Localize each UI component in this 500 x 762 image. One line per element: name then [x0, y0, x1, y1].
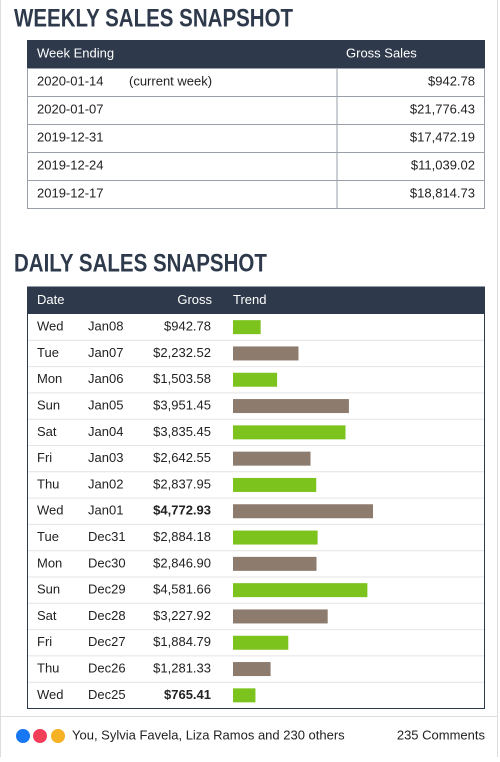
date: Dec29	[88, 582, 126, 597]
date: Dec31	[88, 529, 126, 544]
gross: $2,846.90	[153, 555, 211, 570]
day: Mon	[37, 555, 62, 570]
gross-sales: $17,472.19	[410, 129, 475, 144]
trend-bar	[233, 451, 311, 466]
comments-count[interactable]: 235 Comments	[397, 727, 486, 742]
gross-sales: $18,814.73	[410, 185, 475, 200]
table-row	[27, 180, 485, 209]
gross: $2,642.55	[153, 450, 211, 465]
date: Jan07	[88, 345, 123, 360]
trend-bar	[233, 556, 317, 571]
week-ending: 2020-01-07	[37, 101, 104, 116]
date: Dec28	[88, 608, 126, 623]
table-row	[27, 124, 485, 153]
week-ending: 2019-12-17	[37, 185, 104, 200]
trend-bar	[233, 609, 328, 624]
trend-bar	[233, 425, 346, 440]
weekly-header	[27, 40, 485, 68]
trend-bar	[233, 372, 278, 387]
column-header: Gross Sales	[346, 45, 417, 60]
date: Dec27	[88, 634, 126, 649]
date: Jan03	[88, 450, 123, 465]
day: Thu	[37, 476, 59, 491]
reactions-text[interactable]: You, Sylvia Favela, Liza Ramos and 230 o…	[72, 727, 345, 742]
day: Wed	[37, 687, 64, 702]
date: Jan08	[88, 319, 123, 334]
day: Tue	[37, 529, 59, 544]
date: Jan06	[88, 371, 123, 386]
date: Jan05	[88, 397, 123, 412]
date: Dec26	[88, 660, 126, 675]
date: Dec30	[88, 555, 126, 570]
gross: $1,884.79	[153, 634, 211, 649]
date: Dec25	[88, 687, 126, 702]
trend-bar	[233, 688, 256, 703]
daily-header	[27, 287, 485, 314]
gross: $4,581.66	[153, 582, 211, 597]
weekly-title: WEEKLY SALES SNAPSHOT	[14, 4, 293, 32]
gross: $2,232.52	[153, 345, 211, 360]
trend-bar	[233, 530, 318, 545]
daily-title: DAILY SALES SNAPSHOT	[14, 249, 267, 277]
trend-bar	[233, 504, 373, 519]
column-header: Trend	[233, 292, 266, 307]
gross: $3,951.45	[153, 397, 211, 412]
trend-bar	[233, 320, 261, 335]
day: Sun	[37, 582, 60, 597]
day: Sat	[37, 608, 57, 623]
day: Thu	[37, 660, 59, 675]
column-header: Week Ending	[37, 45, 114, 60]
gross: $2,884.18	[153, 529, 211, 544]
table-row	[27, 96, 485, 125]
gross-sales: $11,039.02	[411, 157, 475, 172]
day: Sun	[37, 397, 60, 412]
gross: $4,772.93	[153, 503, 211, 518]
trend-bar	[233, 399, 349, 414]
date: Jan04	[88, 424, 123, 439]
gross-sales: $942.78	[428, 73, 475, 88]
day: Wed	[37, 319, 64, 334]
trend-bar	[233, 662, 271, 677]
day: Sat	[37, 424, 57, 439]
week-note: (current week)	[129, 73, 212, 88]
week-ending: 2019-12-31	[37, 129, 104, 144]
gross: $942.78	[164, 319, 211, 334]
day: Mon	[37, 371, 62, 386]
day: Fri	[37, 634, 52, 649]
gross: $1,281.33	[153, 660, 211, 675]
day: Tue	[37, 345, 59, 360]
trend-bar	[233, 346, 299, 361]
date: Jan02	[88, 476, 123, 491]
gross: $2,837.95	[153, 476, 211, 491]
column-header: Gross	[177, 292, 212, 307]
day: Wed	[37, 503, 64, 518]
gross-sales: $21,776.43	[410, 101, 475, 116]
gross: $765.41	[164, 687, 211, 702]
gross: $3,227.92	[153, 608, 211, 623]
column-header: Date	[37, 292, 64, 307]
trend-bar	[233, 583, 368, 598]
week-ending: 2019-12-24	[37, 157, 104, 172]
week-ending: 2020-01-14	[37, 73, 104, 88]
gross: $3,835.45	[153, 424, 211, 439]
reaction-icons	[14, 727, 67, 745]
trend-bar	[233, 635, 289, 650]
gross: $1,503.58	[153, 371, 211, 386]
date: Jan01	[88, 503, 123, 518]
day: Fri	[37, 450, 52, 465]
trend-bar	[233, 477, 317, 492]
